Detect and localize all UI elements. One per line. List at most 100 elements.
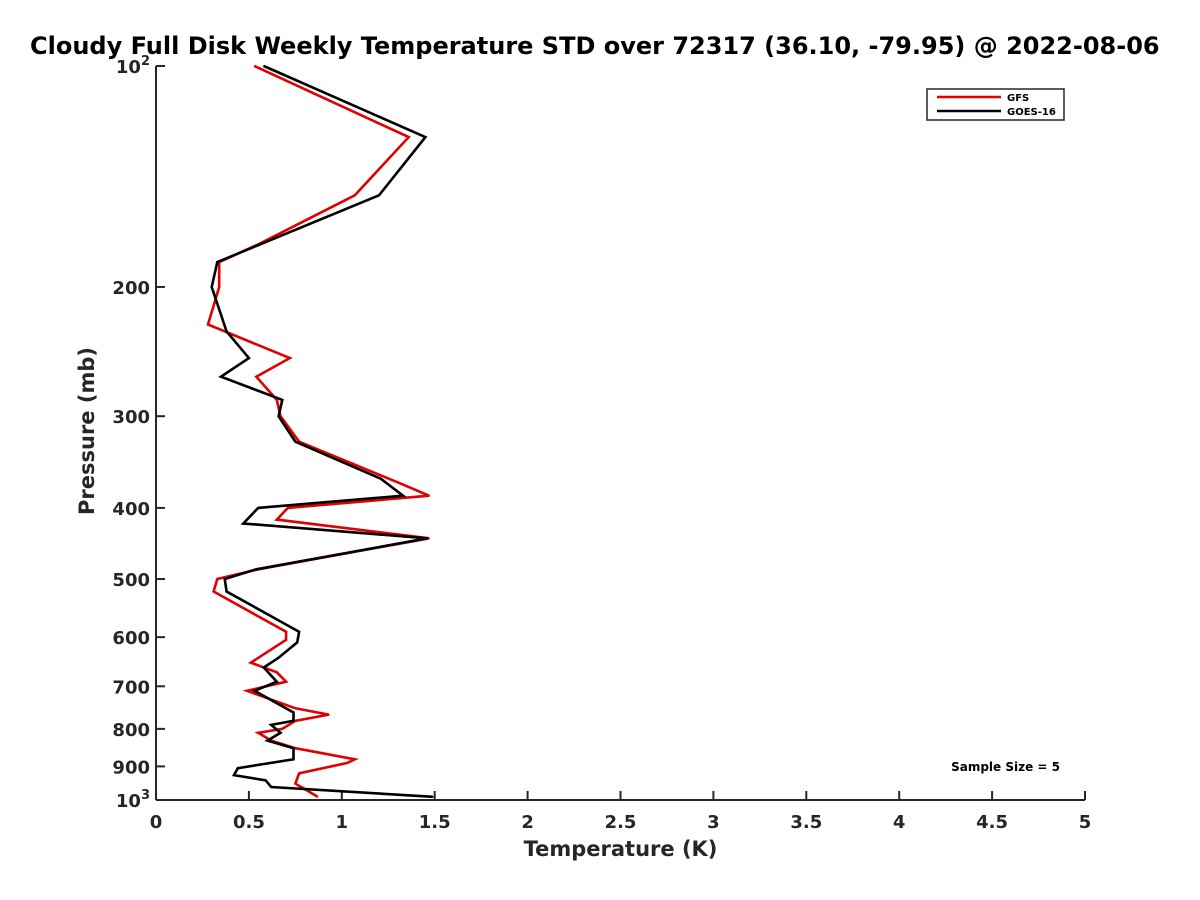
data-point <box>220 375 222 378</box>
legend-label: GOES-16 <box>1007 107 1056 118</box>
y-tick-label: 103 <box>116 788 150 812</box>
y-tick-label: 400 <box>112 499 150 520</box>
x-axis-label: Temperature (K) <box>524 837 718 861</box>
data-point <box>255 568 258 571</box>
data-point <box>237 767 239 769</box>
data-point <box>281 399 284 401</box>
data-point <box>281 728 284 730</box>
data-point <box>285 639 287 641</box>
legend: GFS GOES-16 <box>926 88 1065 121</box>
data-point <box>263 666 265 669</box>
data-point <box>292 720 295 722</box>
data-point <box>402 494 404 497</box>
data-point <box>276 680 278 683</box>
data-point <box>294 440 297 443</box>
data-point <box>380 477 382 480</box>
data-point <box>292 711 295 714</box>
data-point <box>250 661 252 664</box>
x-tick-label: 5 <box>1079 812 1092 833</box>
series-goes-16 <box>210 64 434 799</box>
data-point <box>285 680 287 683</box>
x-tick-label: 0.5 <box>233 812 265 833</box>
data-point <box>298 772 300 775</box>
data-point <box>292 758 295 761</box>
data-point <box>289 357 291 359</box>
data-point <box>270 724 273 726</box>
chart-title: Cloudy Full Disk Weekly Temperature STD … <box>30 32 1160 60</box>
x-tick-label: 2.5 <box>605 812 637 833</box>
x-tick-label: 1.5 <box>419 812 451 833</box>
data-point <box>346 762 349 764</box>
data-point <box>253 690 256 692</box>
data-point <box>225 330 228 333</box>
data-point <box>424 136 427 138</box>
data-point <box>242 522 245 525</box>
data-point <box>253 65 256 67</box>
data-point <box>257 507 260 509</box>
x-tick-label: 2 <box>521 812 534 833</box>
data-point <box>212 590 215 593</box>
data-point <box>426 537 429 540</box>
data-point <box>266 739 269 742</box>
data-point <box>354 758 356 761</box>
data-point <box>285 631 287 633</box>
data-point <box>255 375 258 378</box>
y-tick-label: 300 <box>112 407 150 428</box>
y-tick-label: 800 <box>112 720 150 741</box>
series-line <box>210 64 433 799</box>
x-ticks: 0 0.5 1 1.5 2 2.5 3 3.5 4 4.5 5 <box>150 791 1092 833</box>
x-tick-label: 4 <box>893 812 906 833</box>
data-point <box>316 796 319 798</box>
data-point <box>287 507 289 509</box>
data-point <box>225 590 228 593</box>
x-tick-label: 0 <box>150 812 163 833</box>
y-tick-label: 700 <box>112 677 150 698</box>
data-point <box>264 779 267 782</box>
y-tick-label-base: 10 <box>116 57 141 78</box>
y-tick-label-base: 10 <box>116 791 141 812</box>
data-point <box>296 641 299 644</box>
y-tick-label: 102 <box>116 54 150 78</box>
data-point <box>294 707 297 710</box>
data-point <box>257 732 260 734</box>
sample-size-annotation: Sample Size = 5 <box>951 760 1060 774</box>
data-point <box>294 782 297 785</box>
x-tick-label: 3 <box>707 812 720 833</box>
y-axis-label: Pressure (mb) <box>75 347 99 515</box>
data-point <box>428 494 430 497</box>
data-point <box>263 65 265 67</box>
y-tick-label-exponent: 2 <box>141 54 150 69</box>
data-point <box>378 194 380 197</box>
data-point <box>223 578 226 580</box>
y-tick-label: 600 <box>112 628 150 649</box>
data-point <box>294 747 297 749</box>
y-tick-label: 900 <box>112 757 150 778</box>
data-point <box>279 732 282 734</box>
data-point <box>298 631 300 633</box>
x-tick-label: 4.5 <box>976 812 1008 833</box>
data-point <box>218 286 220 288</box>
y-tick-label-exponent: 3 <box>141 788 150 803</box>
series-layer <box>206 64 434 799</box>
data-point <box>328 713 330 716</box>
data-point <box>294 720 297 722</box>
data-point <box>207 323 209 326</box>
legend-box <box>926 88 1065 121</box>
data-point <box>216 578 219 580</box>
data-point <box>398 482 401 484</box>
data-point <box>292 747 295 749</box>
y-tick-label: 500 <box>112 570 150 591</box>
data-point <box>246 690 248 692</box>
data-point <box>259 243 261 246</box>
data-point <box>277 656 280 659</box>
data-point <box>276 399 278 401</box>
x-tick-label: 1 <box>336 812 349 833</box>
data-point <box>432 796 434 798</box>
y-tick-label: 200 <box>112 278 150 299</box>
data-point <box>270 786 273 788</box>
data-point <box>277 415 280 418</box>
data-point <box>276 671 278 674</box>
data-point <box>407 136 410 138</box>
